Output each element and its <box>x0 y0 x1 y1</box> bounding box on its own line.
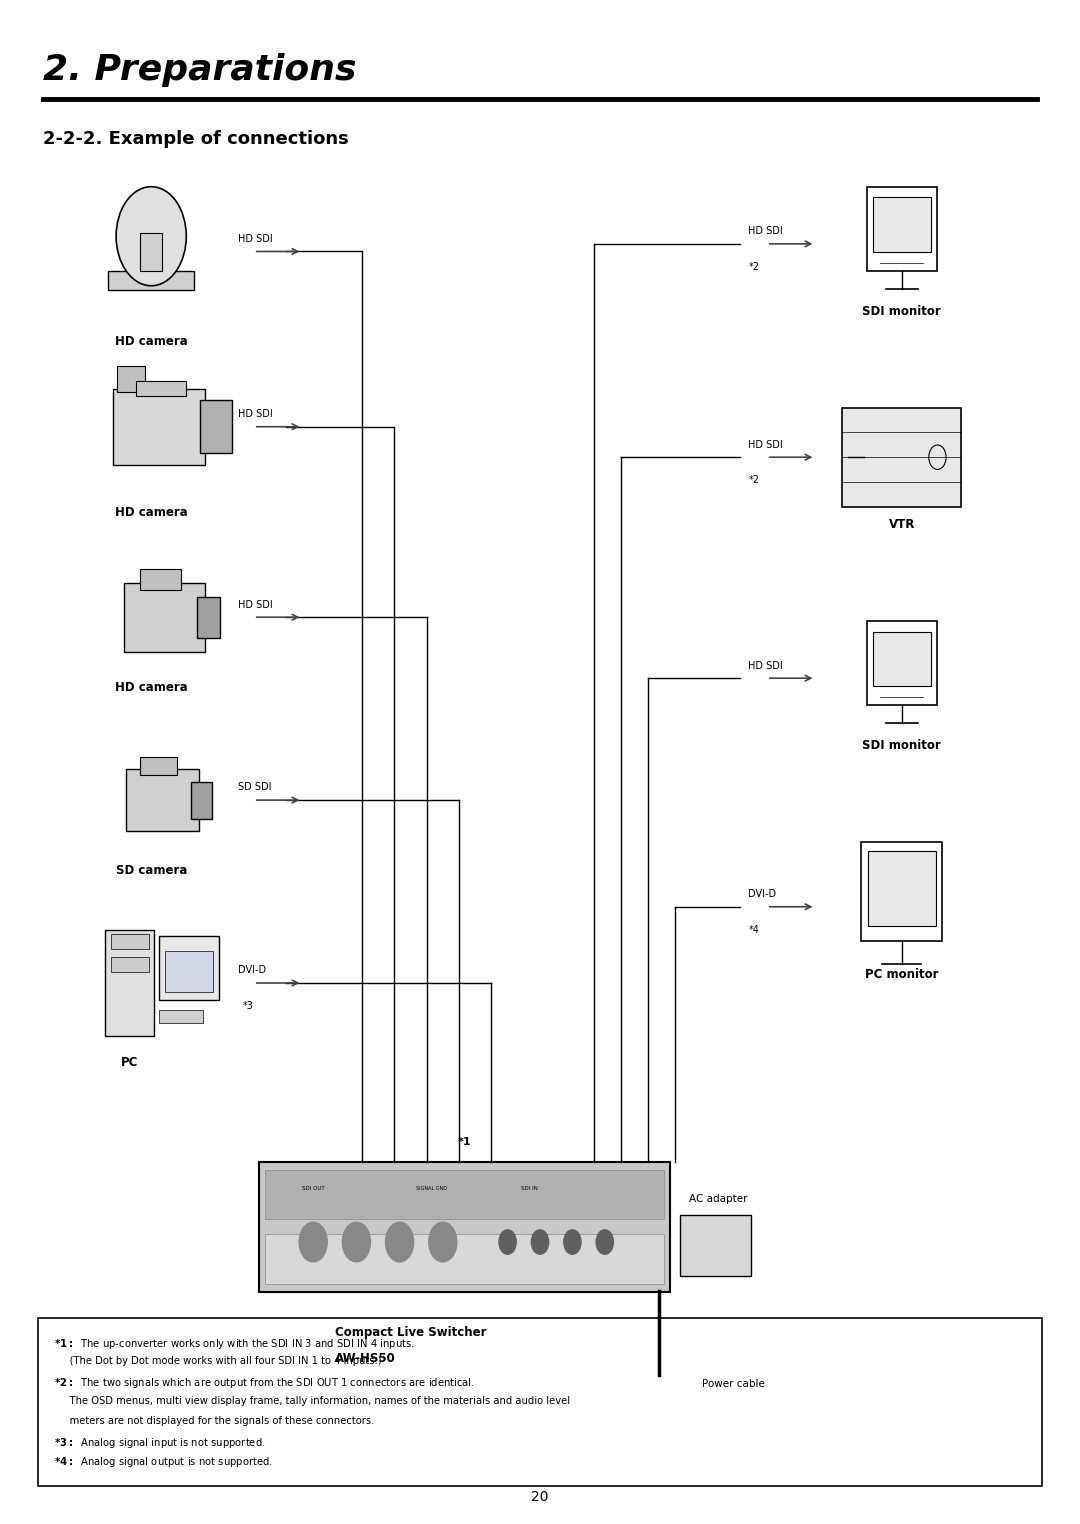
Bar <box>106 930 154 1036</box>
Text: SDI monitor: SDI monitor <box>863 305 941 319</box>
Circle shape <box>596 1230 613 1254</box>
Text: *1: *1 <box>458 1137 471 1148</box>
Text: $\bf{*1:}$  The up-converter works only with the SDI IN 3 and SDI IN 4 inputs.: $\bf{*1:}$ The up-converter works only w… <box>54 1337 415 1350</box>
Bar <box>140 233 162 271</box>
Ellipse shape <box>117 187 187 287</box>
Text: HD SDI: HD SDI <box>748 660 783 671</box>
Text: DVI-D: DVI-D <box>748 888 777 899</box>
Bar <box>160 1010 203 1023</box>
Text: *3: *3 <box>243 1001 254 1012</box>
Circle shape <box>299 1222 327 1262</box>
Bar <box>265 1170 664 1219</box>
Text: $\bf{*2:}$  The two signals which are output from the SDI OUT 1 connectors are i: $\bf{*2:}$ The two signals which are out… <box>54 1376 475 1390</box>
Bar <box>197 597 220 639</box>
Text: SDI OUT: SDI OUT <box>302 1186 324 1192</box>
Text: SD camera: SD camera <box>116 864 187 878</box>
Bar <box>140 570 181 590</box>
Bar <box>265 1234 664 1283</box>
Text: PC: PC <box>121 1056 138 1070</box>
Text: HD SDI: HD SDI <box>748 226 783 236</box>
Text: HD SDI: HD SDI <box>238 408 272 419</box>
Bar <box>164 951 214 992</box>
Bar <box>160 936 218 1000</box>
Circle shape <box>499 1230 516 1254</box>
Bar <box>680 1215 751 1276</box>
Text: *2: *2 <box>748 475 759 486</box>
Text: *2: *2 <box>748 262 759 273</box>
Text: VTR: VTR <box>889 518 915 532</box>
Bar <box>632 1375 686 1393</box>
Bar <box>38 1318 1042 1486</box>
Text: SIGNAL GND: SIGNAL GND <box>417 1186 447 1192</box>
Text: Compact Live Switcher: Compact Live Switcher <box>335 1326 486 1340</box>
Text: 2-2-2. Example of connections: 2-2-2. Example of connections <box>43 130 349 148</box>
Text: AC adapter: AC adapter <box>689 1193 747 1204</box>
Bar <box>111 957 149 972</box>
Text: *4: *4 <box>748 925 759 936</box>
Bar <box>191 782 212 818</box>
Text: HD SDI: HD SDI <box>238 233 272 244</box>
Text: HD camera: HD camera <box>114 681 188 695</box>
Bar <box>842 408 961 507</box>
Text: HD camera: HD camera <box>114 335 188 349</box>
Circle shape <box>531 1230 549 1254</box>
Bar <box>108 271 194 290</box>
Text: $\bf{*4:}$  Analog signal output is not supported.: $\bf{*4:}$ Analog signal output is not s… <box>54 1455 273 1469</box>
Text: 20: 20 <box>531 1489 549 1504</box>
Text: 2. Preparations: 2. Preparations <box>43 53 356 87</box>
Text: SD SDI: SD SDI <box>238 782 271 792</box>
Circle shape <box>342 1222 370 1262</box>
Circle shape <box>564 1230 581 1254</box>
Circle shape <box>386 1222 414 1262</box>
Bar <box>862 841 942 940</box>
Bar <box>125 770 199 831</box>
Circle shape <box>429 1222 457 1262</box>
Bar <box>113 389 205 465</box>
Text: SDI IN: SDI IN <box>521 1186 538 1192</box>
Text: AW-HS50: AW-HS50 <box>335 1352 395 1366</box>
Bar <box>118 366 145 393</box>
Text: The OSD menus, multi view display frame, tally information, names of the materia: The OSD menus, multi view display frame,… <box>54 1396 570 1407</box>
Text: $\bf{*3:}$  Analog signal input is not supported.: $\bf{*3:}$ Analog signal input is not su… <box>54 1436 266 1449</box>
Bar <box>259 1163 670 1292</box>
Text: HD camera: HD camera <box>114 506 188 520</box>
Text: (The Dot by Dot mode works with all four SDI IN 1 to 4 inputs.): (The Dot by Dot mode works with all four… <box>54 1356 381 1367</box>
Text: HD SDI: HD SDI <box>238 599 272 610</box>
Bar <box>873 197 931 251</box>
Text: DVI-D: DVI-D <box>238 965 266 975</box>
Bar <box>867 622 937 704</box>
Bar <box>136 381 187 396</box>
Bar <box>200 399 232 454</box>
Bar <box>868 850 935 925</box>
Bar <box>111 934 149 949</box>
Bar <box>873 631 931 686</box>
Text: Power cable: Power cable <box>702 1379 765 1388</box>
Text: SDI monitor: SDI monitor <box>863 739 941 753</box>
Text: PC monitor: PC monitor <box>865 968 939 981</box>
Bar <box>140 757 177 776</box>
Text: HD SDI: HD SDI <box>748 439 783 450</box>
Bar <box>867 187 937 271</box>
Text: meters are not displayed for the signals of these connectors.: meters are not displayed for the signals… <box>54 1416 375 1426</box>
Bar <box>124 584 205 652</box>
